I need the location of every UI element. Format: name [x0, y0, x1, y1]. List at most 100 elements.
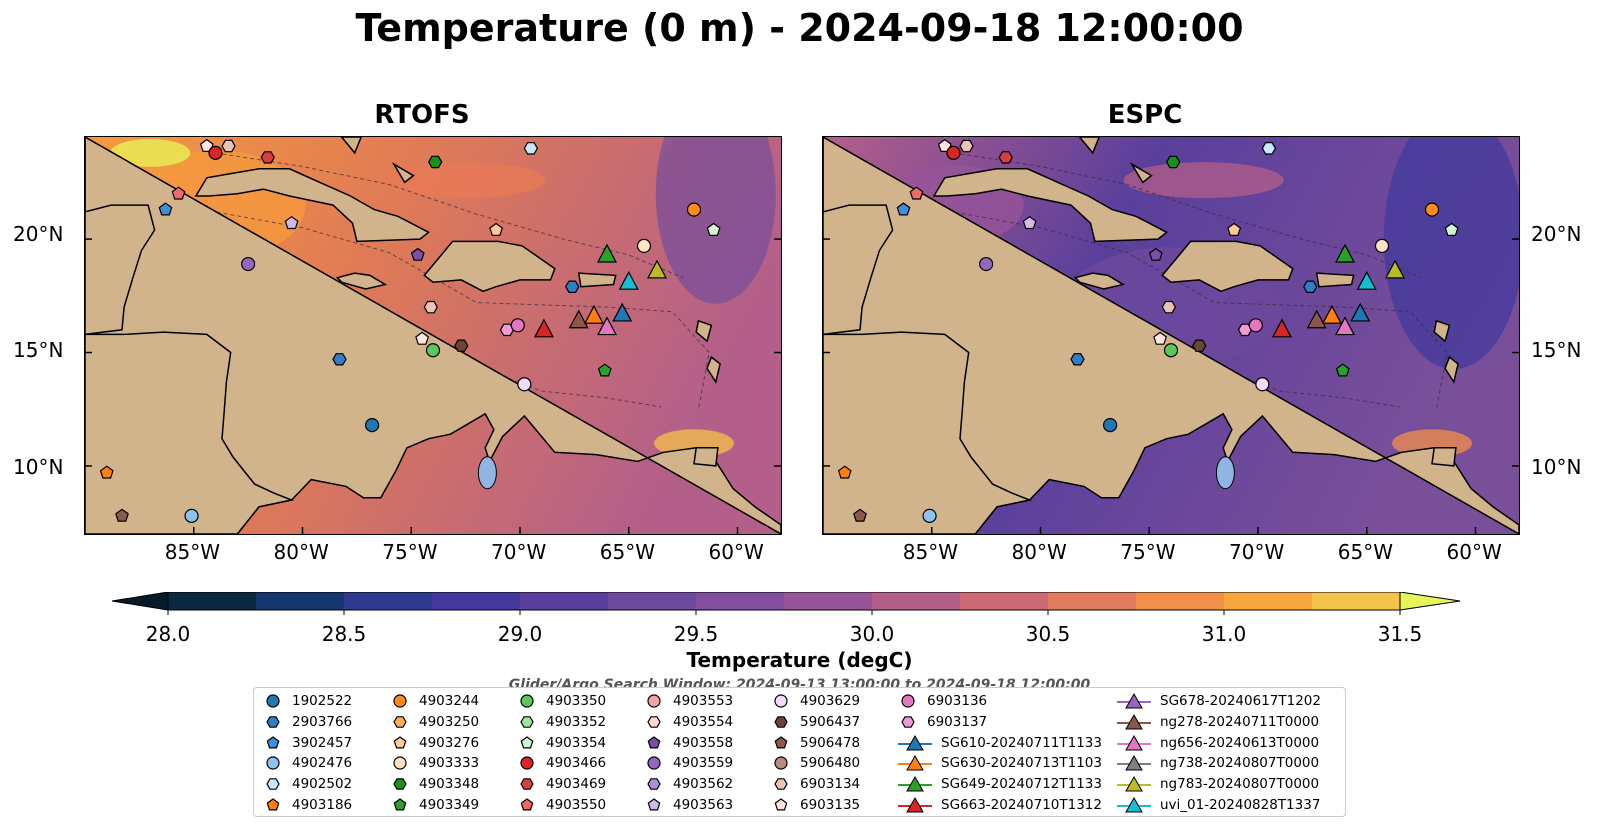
float-marker-4903354: [1444, 222, 1459, 236]
float-marker-3902457: [896, 202, 911, 216]
triangle-line-icon: [1117, 776, 1151, 792]
circle-icon: [266, 694, 280, 708]
pentagon-icon: [266, 798, 280, 811]
legend-column: 6903136 6903137 SG610-20240711T1133 SG630-2…: [897, 691, 1102, 815]
colorbar-segment: [696, 592, 785, 610]
legend-entry: 4903276: [389, 732, 479, 753]
lat-tick-left-20: 20°N: [13, 222, 64, 246]
legend-entry: 6903136: [897, 691, 1102, 712]
lon-tick-right-65°W: 65°W: [1337, 540, 1393, 564]
float-marker-6903135: [1153, 331, 1168, 345]
float-marker-4903354: [706, 222, 721, 236]
circle-icon: [393, 694, 407, 708]
legend-label: SG630-20240713T1103: [941, 755, 1102, 772]
land-yucatan: [823, 137, 894, 336]
legend-label: 6903134: [800, 776, 861, 793]
legend-entry: 4903186: [262, 794, 352, 815]
float-marker-4903550: [171, 186, 186, 200]
glider-marker-uvi_01-20240828T1337: [618, 270, 639, 290]
land-bahamas2: [391, 162, 415, 184]
lon-tick-left-85°W: 85°W: [164, 540, 220, 564]
glider-marker-ng656-20240613T0000: [1335, 316, 1355, 336]
land-centralAmerica: [85, 331, 295, 534]
float-marker-4903559: [241, 256, 256, 272]
float-marker-6903136: [1248, 318, 1263, 333]
glider-marker-SG663-20240710T1312: [1271, 318, 1292, 338]
float-marker-4903350: [425, 343, 441, 358]
legend-entry: 4903250: [389, 712, 479, 733]
land-centralAmerica: [823, 331, 1033, 534]
legend-entry: ng738-20240807T0000: [1116, 753, 1321, 774]
glider-marker-ng278-20240711T0000: [1306, 309, 1327, 329]
colorbar: [111, 592, 1461, 615]
hexagon-icon: [647, 778, 661, 790]
colorbar-tick-30.5: 30.5: [1025, 622, 1071, 646]
circle-icon: [393, 756, 407, 771]
bathymetry-contour: [215, 152, 684, 279]
float-marker-4903550: [909, 186, 924, 200]
land-bahamas2: [1129, 162, 1153, 184]
legend-entry: ng278-20240711T0000: [1116, 712, 1321, 733]
glider-marker-SG610-20240711T1133: [1350, 302, 1371, 322]
float-marker-4902502: [523, 142, 539, 155]
legend-label: 4903553: [673, 693, 734, 710]
float-marker-4903244: [1424, 202, 1440, 217]
land-lesser1: [1433, 319, 1451, 343]
colorbar-tick-29.5: 29.5: [673, 622, 719, 646]
lon-tick-right-85°W: 85°W: [902, 540, 958, 564]
colorbar-tick-28.5: 28.5: [321, 622, 367, 646]
panel-title-espc: ESPC: [1107, 100, 1183, 130]
legend-label: 4903352: [546, 714, 607, 731]
colorbar-label: Temperature (degC): [686, 648, 913, 672]
colorbar-segment: [1136, 592, 1225, 610]
land-central: [823, 137, 1519, 534]
legend-label: 4903563: [673, 796, 734, 813]
legend-label: 4903244: [419, 693, 480, 710]
pentagon-icon: [393, 735, 407, 749]
land-trinidad: [1431, 447, 1457, 467]
land-lesser1: [695, 319, 713, 343]
pentagon-icon: [647, 735, 661, 749]
hexagon-icon: [266, 778, 280, 790]
triangle-line-icon: [898, 796, 932, 813]
float-marker-4903469: [998, 151, 1013, 164]
pentagon-icon: [647, 798, 661, 811]
colorbar-segment: [520, 592, 609, 610]
legend-label: 4903350: [546, 693, 607, 710]
legend-entry: 4903559: [643, 753, 733, 774]
colorbar-segment: [1224, 592, 1313, 610]
colorbar-segment: [256, 592, 345, 610]
colorbar-segment: [960, 592, 1049, 610]
legend-column: 4903553 4903554 4903558 4903559 4903562 49035…: [643, 691, 733, 815]
colorbar-tick-30.0: 30.0: [849, 622, 895, 646]
legend-entry: 4903348: [389, 774, 479, 795]
legend-label: 5906480: [800, 755, 861, 772]
glider-marker-ng656-20240613T0000: [597, 316, 617, 336]
land-puertoRico: [577, 272, 617, 288]
legend-entry: uvi_01-20240828T1337: [1116, 794, 1321, 815]
legend-label: 4903469: [546, 776, 607, 793]
lon-tick-right-80°W: 80°W: [1011, 540, 1067, 564]
pentagon-icon: [774, 798, 788, 811]
land-bahamas1: [340, 137, 363, 155]
legend-label: 5906437: [800, 714, 861, 731]
float-marker-6903135: [937, 138, 952, 152]
legend-entry: 6903134: [770, 774, 860, 795]
legend-label: ng278-20240711T0000: [1160, 714, 1320, 731]
triangle-line-icon: [1117, 796, 1151, 813]
triangle-line-icon: [1117, 693, 1151, 709]
legend-label: 4903562: [673, 776, 734, 793]
float-marker-4903186: [99, 465, 114, 479]
legend-entry: 4903466: [516, 753, 606, 774]
colorbar-segment: [1312, 592, 1401, 610]
hexagon-icon: [774, 778, 788, 790]
float-marker-5906437: [454, 339, 469, 352]
float-marker-4903348: [1166, 155, 1181, 169]
legend-entry: 4902476: [262, 753, 352, 774]
triangle-line-icon: [1117, 714, 1151, 730]
legend-entry: SG649-20240712T1133: [897, 774, 1102, 795]
land-cuba: [194, 168, 430, 243]
legend-entry: SG663-20240710T1312: [897, 794, 1102, 815]
legend-label: 4903629: [800, 693, 861, 710]
land-lesser2: [1444, 355, 1459, 384]
